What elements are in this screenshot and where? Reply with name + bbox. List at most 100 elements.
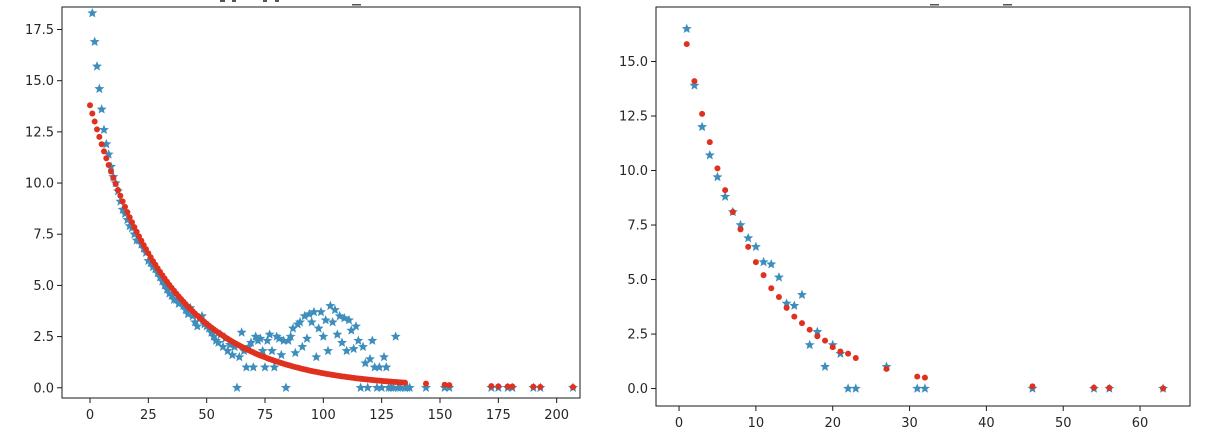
- data-point-star: [332, 329, 343, 339]
- data-point-dot: [108, 168, 114, 175]
- data-point-dot: [423, 380, 429, 387]
- data-point-star: [812, 326, 823, 337]
- data-point-star: [246, 337, 256, 347]
- y-tick-label: 0.0: [33, 381, 54, 396]
- data-point-star: [257, 345, 268, 356]
- data-point-star: [94, 83, 105, 94]
- data-point-dot: [488, 383, 495, 390]
- data-point-star: [850, 383, 861, 393]
- data-point-star: [353, 335, 364, 345]
- data-point-star: [183, 308, 193, 319]
- data-point-star: [208, 331, 219, 341]
- x-tick-label: 0: [675, 416, 683, 431]
- y-tick-label: 2.5: [33, 330, 54, 345]
- data-point-dot: [791, 313, 798, 320]
- data-point-star: [341, 345, 352, 356]
- data-point-star: [773, 272, 784, 282]
- chart-right: 0 10 20 30 40 50 60 0.0 2.5 5.0 7.5 10.0 12.5 15.0: [619, 6, 1191, 431]
- data-point-star: [337, 337, 347, 347]
- data-point-star: [704, 150, 715, 160]
- data-point-dot: [136, 233, 142, 240]
- data-point-star: [99, 124, 109, 135]
- y-tick-label: 15.0: [25, 74, 54, 89]
- data-point-star: [101, 138, 112, 149]
- data-point-star: [264, 329, 275, 339]
- data-point-star: [299, 310, 310, 321]
- data-point-dot: [504, 383, 511, 390]
- data-point-star: [187, 310, 198, 321]
- data-point-star: [295, 317, 305, 327]
- data-point-star: [218, 341, 228, 352]
- data-point-star: [222, 345, 233, 356]
- data-point-dot: [729, 208, 736, 215]
- data-point-dot: [94, 126, 100, 133]
- x-tick-label: 30: [901, 416, 918, 431]
- data-point-star: [372, 382, 382, 392]
- y-tick-label: 7.5: [33, 228, 54, 243]
- data-point-star: [766, 259, 777, 269]
- data-point-star: [376, 382, 387, 392]
- data-point-star: [278, 335, 289, 345]
- data-point-star: [241, 362, 252, 372]
- data-point-dot: [706, 139, 713, 146]
- y-tick-label: 10.0: [619, 164, 648, 179]
- y-tick-label: 12.5: [25, 125, 54, 140]
- data-point-dot: [91, 118, 98, 125]
- data-point-dot: [105, 162, 112, 169]
- data-point-star: [143, 255, 154, 266]
- data-point-star: [325, 300, 336, 311]
- y-tick-label: 5.0: [33, 279, 54, 294]
- data-point-dot: [829, 344, 836, 351]
- data-point-star: [804, 339, 815, 350]
- x-tick-label: 40: [978, 416, 995, 431]
- data-point-dot: [131, 224, 138, 231]
- data-point-dot: [714, 165, 721, 172]
- x-tick-label: 50: [198, 408, 215, 423]
- plot-frame: [655, 6, 1191, 407]
- data-point-star: [89, 36, 100, 47]
- data-point-star: [304, 308, 315, 319]
- data-point-star: [124, 220, 135, 231]
- data-point-star: [288, 323, 298, 333]
- data-point-dot: [883, 365, 890, 372]
- data-point-dot: [96, 133, 103, 140]
- data-point-star: [912, 383, 923, 393]
- data-point-dot: [441, 381, 448, 388]
- data-point-star: [213, 337, 224, 347]
- x-tick-label: 60: [1132, 416, 1149, 431]
- data-point-dot: [89, 110, 96, 117]
- data-point-dot: [760, 272, 767, 279]
- x-tick-label: 125: [369, 408, 394, 423]
- data-point-star: [351, 321, 361, 331]
- data-point-dot: [509, 383, 516, 390]
- data-point-dot: [737, 226, 744, 233]
- data-point-star: [355, 382, 366, 392]
- data-point-dot: [822, 337, 829, 344]
- data-point-star: [781, 298, 792, 308]
- data-point-star: [309, 306, 319, 317]
- data-point-dot: [537, 383, 544, 390]
- y-tick-label: 5.0: [627, 273, 648, 288]
- data-point-star: [404, 382, 415, 392]
- data-point-dot: [806, 326, 813, 333]
- data-point-star: [323, 345, 333, 356]
- data-point-star: [180, 304, 191, 315]
- data-point-dot: [122, 203, 128, 210]
- data-point-dot: [119, 198, 126, 205]
- data-point-star: [159, 280, 170, 290]
- data-point-star: [789, 300, 800, 310]
- data-point-star: [103, 149, 114, 159]
- data-point-star: [250, 331, 261, 341]
- data-point-star: [421, 382, 431, 392]
- data-point-star: [164, 288, 175, 298]
- x-tick-label: 20: [824, 416, 841, 431]
- y-tick-label: 10.0: [25, 177, 54, 192]
- data-point-dot: [115, 186, 121, 193]
- data-point-dot: [921, 374, 928, 381]
- data-point-star: [234, 351, 245, 362]
- data-point-dot: [98, 141, 105, 148]
- data-point-star: [302, 333, 312, 343]
- data-point-dot: [745, 243, 752, 250]
- data-point-star: [369, 362, 380, 372]
